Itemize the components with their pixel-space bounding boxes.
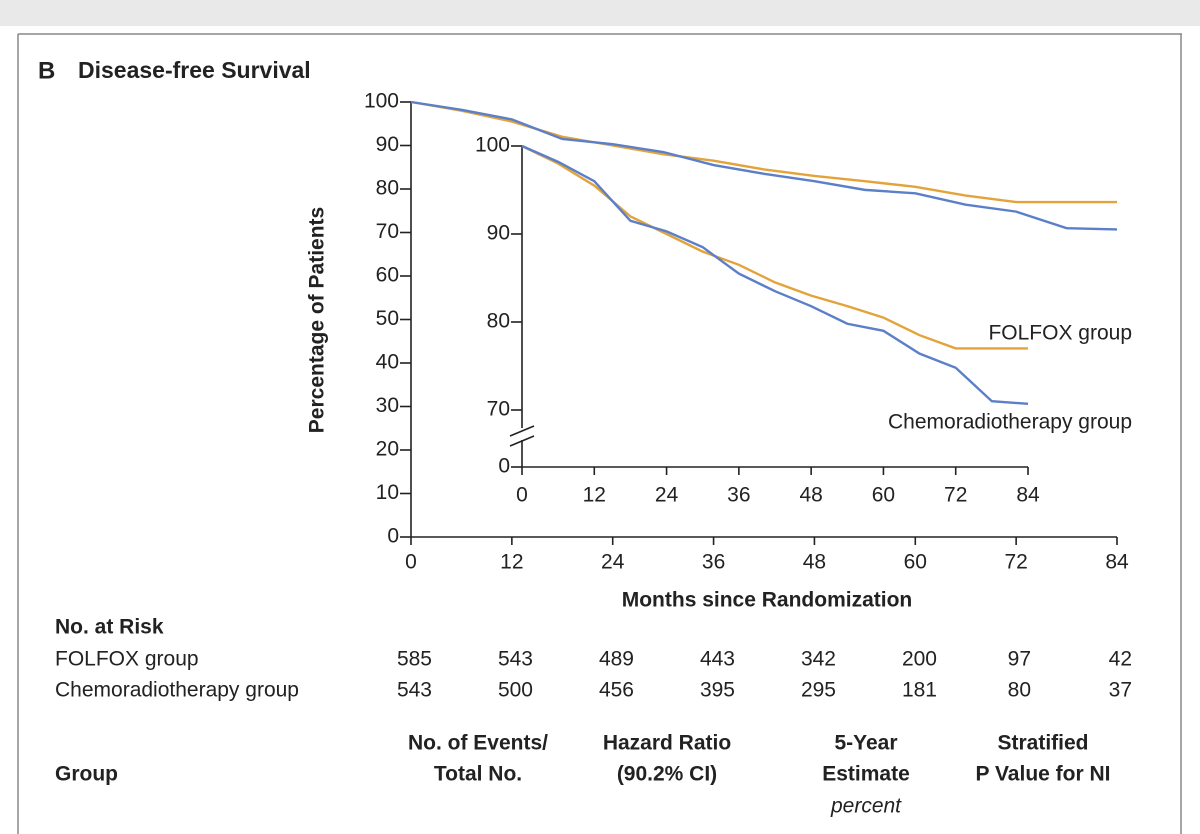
table-header: Group [55,763,118,786]
risk-row-name: Chemoradiotherapy group [55,679,299,702]
y-tick-label: 90 [376,133,399,156]
risk-count: 181 [902,679,937,702]
survival-curve [410,100,1117,204]
risk-count: 97 [1008,648,1031,671]
inset-x-tick-label: 72 [944,484,967,507]
top-bar [0,0,1200,26]
y-tick-label: 70 [376,220,399,243]
y-tick-label: 20 [376,438,399,461]
risk-count: 42 [1109,648,1132,671]
inset-y-tick-label: 90 [487,222,510,245]
risk-count: 200 [902,648,937,671]
risk-count: 395 [700,679,735,702]
x-tick-label: 60 [904,551,927,574]
x-tick-label: 84 [1105,551,1129,574]
legend-label: Chemoradiotherapy group [888,411,1132,434]
chart-title: Disease-free Survival [78,57,311,83]
table-header: Total No. [434,763,522,786]
x-tick-label: 12 [500,551,523,574]
x-tick-label: 72 [1004,551,1027,574]
x-tick-label: 48 [803,551,826,574]
inset-x-tick-label: 36 [727,484,750,507]
inset-x-tick-label: 0 [516,484,528,507]
survival-curve [410,100,1118,231]
risk-count: 37 [1109,679,1132,702]
inset-x-tick-label: 48 [799,484,822,507]
inset-y-tick-label: 100 [475,134,510,157]
table-header: Estimate [822,763,910,786]
table-header: 5-Year [834,732,897,755]
y-axis-label: Percentage of Patients [306,207,329,433]
inset-x-tick-label: 84 [1016,484,1040,507]
table-unit: percent [830,795,902,818]
inset-x-tick-label: 24 [655,484,679,507]
table-header: Stratified [997,732,1088,755]
survival-curve [521,144,1029,406]
inset-x-tick-label: 12 [583,484,606,507]
table-header: (90.2% CI) [617,763,717,786]
y-tick-label: 10 [376,481,399,504]
y-tick-label: 0 [387,525,399,548]
y-tick-label: 60 [376,264,399,287]
y-tick-label: 40 [376,351,399,374]
risk-row-name: FOLFOX group [55,648,199,671]
table-header: No. of Events/ [408,732,548,755]
risk-count: 443 [700,648,735,671]
table-header: P Value for NI [976,763,1111,786]
legend-label: FOLFOX group [988,322,1132,345]
y-tick-label: 30 [376,394,399,417]
axis-break [509,425,535,437]
risk-count: 500 [498,679,533,702]
x-tick-label: 0 [405,551,417,574]
risk-count: 489 [599,648,634,671]
risk-count: 543 [498,648,533,671]
panel-label: B [38,57,55,84]
y-tick-label: 50 [376,307,399,330]
x-axis-label: Months since Randomization [622,589,913,612]
risk-count: 543 [397,679,432,702]
x-tick-label: 36 [702,551,725,574]
inset-y-tick-label: 70 [487,398,510,421]
risk-count: 295 [801,679,836,702]
table-header: Hazard Ratio [603,732,731,755]
risk-count: 80 [1008,679,1031,702]
inset-x-tick-label: 60 [872,484,895,507]
y-tick-label: 80 [376,177,399,200]
x-tick-label: 24 [601,551,625,574]
inset-y-tick-label: 0 [498,455,510,478]
risk-count: 456 [599,679,634,702]
risk-count: 342 [801,648,836,671]
y-tick-label: 100 [364,90,399,113]
risk-count: 585 [397,648,432,671]
inset-y-tick-label: 80 [487,310,510,333]
risk-title: No. at Risk [55,616,164,639]
